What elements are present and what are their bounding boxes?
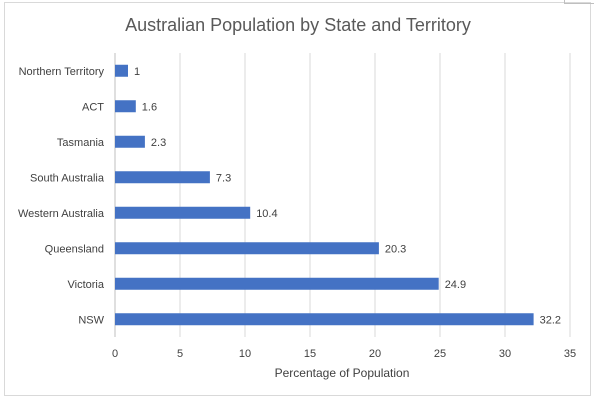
corner-mark [564, 0, 594, 4]
data-label: 2.3 [151, 137, 166, 149]
x-tick-label: 30 [499, 348, 511, 360]
x-tick-label: 5 [177, 348, 183, 360]
bar-nsw [115, 313, 534, 326]
category-label: Tasmania [57, 137, 105, 149]
data-label: 1.6 [142, 101, 157, 113]
x-tick-label: 25 [434, 348, 446, 360]
bar-western-australia [115, 206, 251, 219]
bar-act [115, 100, 136, 113]
bar-south-australia [115, 171, 210, 184]
category-label: South Australia [30, 172, 105, 184]
category-labels: Northern Territory ACT Tasmania South Austr… [18, 66, 105, 327]
category-label: Victoria [68, 279, 105, 291]
bar-victoria [115, 277, 439, 290]
category-label: Western Australia [18, 208, 105, 220]
data-label: 20.3 [385, 243, 406, 255]
x-tick-label: 35 [564, 348, 576, 360]
bar-northern-territory [115, 64, 128, 77]
x-tick-label: 15 [304, 348, 316, 360]
data-label: 7.3 [216, 172, 231, 184]
bar-tasmania [115, 135, 145, 148]
data-label: 24.9 [445, 279, 466, 291]
chart-title: Australian Population by State and Terri… [125, 15, 471, 35]
bar-chart: Australian Population by State and Terri… [18, 15, 576, 380]
data-label: 32.2 [540, 314, 561, 326]
x-tick-label: 10 [239, 348, 251, 360]
data-label: 1 [134, 66, 140, 78]
chart-area: Australian Population by State and Terri… [4, 2, 591, 396]
category-label: Northern Territory [19, 66, 105, 78]
category-label: ACT [82, 101, 104, 113]
bar-queensland [115, 242, 379, 255]
data-labels: 1 1.6 2.3 7.3 10.4 20.3 24.9 32.2 [134, 66, 561, 327]
data-label: 10.4 [256, 208, 277, 220]
x-tick-label: 20 [369, 348, 381, 360]
x-axis-title: Percentage of Population [275, 366, 410, 380]
category-label: NSW [78, 314, 104, 326]
x-tick-labels: 0 5 10 15 20 25 30 35 [112, 348, 576, 360]
gridlines [114, 53, 571, 337]
bars [115, 64, 534, 326]
category-label: Queensland [45, 243, 104, 255]
x-tick-label: 0 [112, 348, 118, 360]
